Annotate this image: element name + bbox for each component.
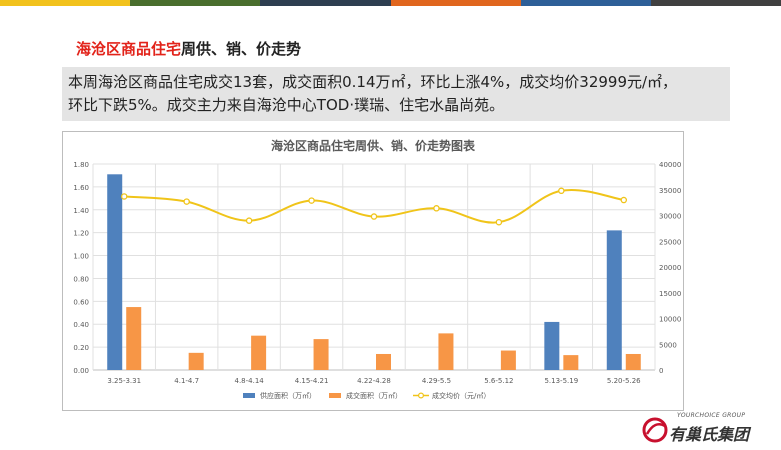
chart-container: 海沧区商品住宅周供、销、价走势图表 0.00 0.20 0.40 0.60 0.80 1.0… [62,131,684,411]
right-axis-tick-label: 10000 [659,316,681,324]
brand-logo: YOURCHOICE GROUP 有巢氏集团 [641,412,761,446]
line-point-avg-price [120,193,128,200]
right-axis-tick-label: 20000 [659,264,681,272]
summary-line-1: 本周海沧区商品住宅成交13套，成交面积0.14万㎡，环比上涨4%，成交均价329… [68,73,678,91]
page-title-rest: 周供、销、价走势 [181,40,302,58]
x-axis-tick-label: 4.15-4.21 [295,377,329,385]
bar-deal [625,353,641,370]
line-point-avg-price [370,213,378,220]
x-axis-tick-label: 4.8-4.14 [234,377,264,385]
x-axis-tick-label: 5.20-5.26 [607,377,641,385]
x-axis-tick-label: 5.6-5.12 [484,377,513,385]
top-strip-segment [650,0,781,6]
left-axis-tick-label: 1.00 [73,253,89,261]
bar-deal [438,333,454,370]
legend-swatch-marker [418,392,425,399]
left-axis-tick-label: 0.80 [73,275,89,283]
line-point-avg-price [183,198,190,205]
top-strip-segment [390,0,521,6]
right-axis-tick-label: 35000 [659,187,681,195]
left-axis-tick-label: 0.00 [73,367,89,375]
page-title-highlight: 海沧区商品住宅 [76,40,182,58]
bar-deal [563,355,579,370]
line-point-avg-price [558,187,565,195]
summary-box: 本周海沧区商品住宅成交13套，成交面积0.14万㎡，环比上涨4%，成交均价329… [62,67,730,121]
right-axis-tick-label: 30000 [659,213,681,221]
x-axis-tick-label: 5.13-5.19 [544,377,578,385]
left-axis-tick-label: 1.60 [73,184,89,192]
bar-deal [126,307,142,370]
line-point-avg-price [308,197,315,204]
top-strip-segment [0,0,131,6]
left-axis-tick-label: 1.80 [73,161,89,169]
legend-swatch [243,393,255,398]
bar-deal [500,350,516,370]
line-point-avg-price [245,217,253,224]
chart-title: 海沧区商品住宅周供、销、价走势图表 [271,138,476,153]
right-axis-tick-label: 5000 [659,341,677,349]
top-strip-segment [520,0,651,6]
left-axis-tick-label: 0.40 [73,321,89,329]
top-strip-segment [130,0,261,6]
bar-supply [107,174,123,370]
right-axis-tick-label: 40000 [659,161,681,169]
logo-circle-icon [642,417,668,443]
left-axis-tick-label: 0.20 [73,344,89,352]
x-axis-tick-label: 4.22-4.28 [357,377,391,385]
bar-deal [188,352,204,370]
legend-label: 成交面积（万㎡） [346,391,402,400]
right-axis-tick-label: 25000 [659,238,681,246]
chart: 海沧区商品住宅周供、销、价走势图表 0.00 0.20 0.40 0.60 0.80 1.0… [73,138,681,400]
bar-supply [606,230,622,370]
bar-deal [251,335,267,370]
page-title: 海沧区商品住宅周供、销、价走势 [76,38,301,59]
legend-swatch [329,393,341,398]
bar-deal [313,339,329,370]
x-axis-tick-label: 3.25-3.31 [107,377,141,385]
legend-label: 供应面积（万㎡） [260,391,316,400]
top-strip-segment [260,0,391,6]
line-point-avg-price [433,205,440,212]
legend-label: 成交均价（元/㎡） [432,391,490,400]
x-axis-tick-label: 4.29-5.5 [422,377,451,385]
left-axis-tick-label: 1.40 [73,207,89,215]
right-axis-tick-label: 15000 [659,290,681,298]
x-axis-tick-label: 4.1-4.7 [174,377,199,385]
top-color-strip [0,0,781,6]
summary-line-2: 环比下跌5%。成交主力来自海沧中心TOD·璞瑞、住宅水晶尚苑。 [68,96,505,114]
logo-text-cn: 有巢氏集团 [669,425,750,444]
left-axis-tick-label: 1.20 [73,230,89,238]
line-point-avg-price [620,196,628,204]
right-axis-tick-label: 0 [659,367,663,375]
bar-deal [376,353,391,370]
left-axis-tick-label: 0.60 [73,298,89,306]
bar-supply [544,321,560,370]
logo-text-en: YOURCHOICE GROUP [677,412,746,419]
line-point-avg-price [495,218,503,226]
